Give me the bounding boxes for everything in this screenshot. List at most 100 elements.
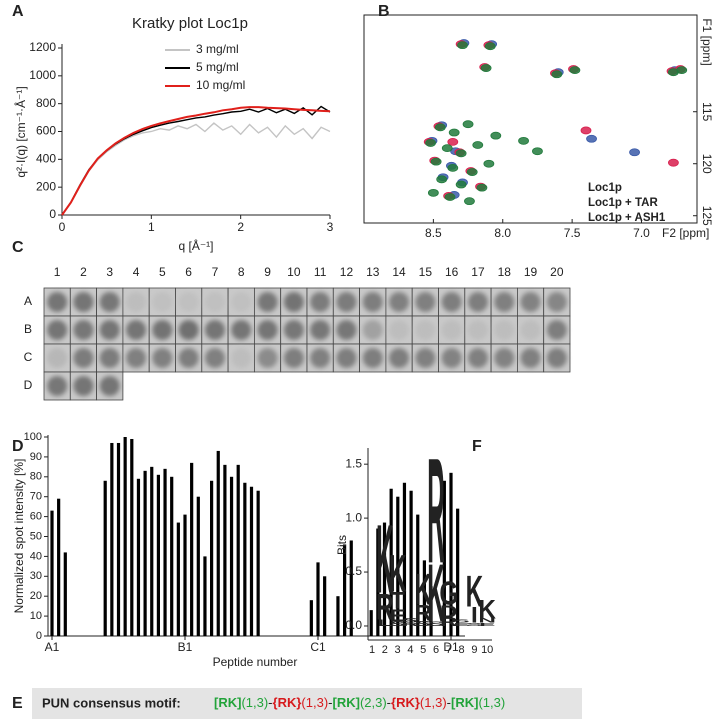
row-label: A — [24, 294, 32, 308]
logo-letter: R — [402, 622, 420, 627]
peak — [447, 163, 459, 172]
spot — [47, 348, 68, 368]
data-line — [61, 106, 331, 216]
motif-part: - — [387, 695, 391, 710]
y-tick-label: 400 — [36, 152, 56, 166]
peak — [447, 137, 459, 146]
spot — [283, 320, 304, 340]
peak — [455, 149, 467, 158]
bar — [309, 600, 313, 636]
logo-letter: N — [478, 617, 496, 624]
logo-letter: E — [453, 622, 469, 627]
bar — [229, 476, 234, 636]
column-label: 9 — [264, 265, 271, 279]
motif-part: (1,3) — [478, 695, 505, 710]
bar — [249, 486, 254, 636]
bar — [57, 498, 61, 636]
spot — [441, 320, 462, 340]
peak — [569, 66, 581, 75]
motif-box — [32, 688, 582, 719]
legend-label: Loc1p + ASH1 — [588, 212, 666, 224]
spot — [415, 320, 436, 340]
motif-part: - — [447, 695, 451, 710]
spot — [73, 376, 94, 396]
spot — [257, 348, 278, 368]
peak — [580, 126, 592, 135]
x-tick-label: 7.5 — [564, 226, 581, 240]
motif-part: (1,3) — [420, 695, 447, 710]
spot — [520, 348, 541, 368]
spot — [99, 320, 120, 340]
x-axis-label: Peptide number — [213, 655, 298, 669]
column-label: 11 — [314, 265, 327, 279]
logo-letter: K — [427, 547, 445, 639]
column-label: 3 — [106, 265, 113, 279]
column-label: 13 — [366, 265, 380, 279]
y-axis-label: q²·I(q) [cm⁻¹·Å⁻¹] — [13, 86, 28, 177]
logo-letter: G — [439, 576, 458, 612]
spot — [257, 320, 278, 340]
bar — [442, 480, 446, 636]
column-label: 4 — [133, 265, 140, 279]
bar — [369, 610, 373, 636]
y-tick-label: 10 — [30, 610, 42, 622]
column-label: 8 — [238, 265, 245, 279]
x-tick-label: 1 — [369, 644, 375, 656]
motif-part: (1,3) — [241, 695, 268, 710]
logo-letter: E — [390, 606, 406, 626]
spot — [47, 376, 68, 396]
spot — [204, 348, 225, 368]
spot — [178, 348, 199, 368]
bar — [190, 462, 194, 636]
spot — [389, 292, 410, 312]
spot — [126, 348, 147, 368]
column-label: 6 — [185, 265, 192, 279]
spot — [546, 292, 567, 312]
spot — [283, 292, 304, 312]
spot — [467, 292, 488, 312]
plot-frame — [363, 14, 698, 224]
column-label: 18 — [498, 265, 512, 279]
spot — [231, 292, 252, 312]
logo-letter: K — [376, 506, 394, 614]
y-tick-label: 60 — [30, 511, 42, 523]
peak — [490, 131, 502, 140]
spot — [336, 348, 357, 368]
panel-label: F — [472, 438, 482, 455]
y-axis-label: Normalized spot intensity [%] — [12, 459, 26, 614]
bar — [456, 508, 460, 636]
bar — [203, 556, 207, 636]
row-label: C — [24, 350, 33, 364]
x-tick-label: 2 — [237, 220, 244, 234]
legend-label: Loc1p — [588, 182, 622, 194]
data-line — [61, 122, 331, 216]
logo-letter: S — [415, 619, 431, 627]
bar — [183, 514, 187, 636]
spot — [99, 348, 120, 368]
bar — [123, 437, 127, 636]
peak — [455, 180, 467, 189]
motif-part: - — [268, 695, 272, 710]
y-tick-label: 1.5 — [345, 456, 362, 470]
spot — [546, 348, 567, 368]
bar — [316, 562, 320, 636]
x-tick-label: A1 — [45, 640, 60, 654]
bar — [429, 586, 433, 636]
peak — [464, 197, 475, 206]
column-label: 7 — [212, 265, 219, 279]
bar — [449, 472, 453, 636]
x-tick-label: 4 — [407, 644, 413, 656]
bar — [216, 450, 220, 636]
motif-part: - — [328, 695, 332, 710]
logo-letter: R — [427, 427, 445, 595]
bar — [116, 442, 121, 636]
motif-part: [RK] — [451, 695, 478, 710]
legend-label: 10 mg/ml — [196, 78, 245, 92]
x-tick-label: 7.0 — [633, 226, 650, 240]
y-tick-label: 800 — [36, 96, 56, 110]
column-label: 20 — [550, 265, 564, 279]
spot — [99, 376, 120, 396]
x-tick-label: 8.0 — [494, 226, 511, 240]
peak — [629, 148, 640, 157]
x-tick-label: 8.5 — [425, 226, 442, 240]
